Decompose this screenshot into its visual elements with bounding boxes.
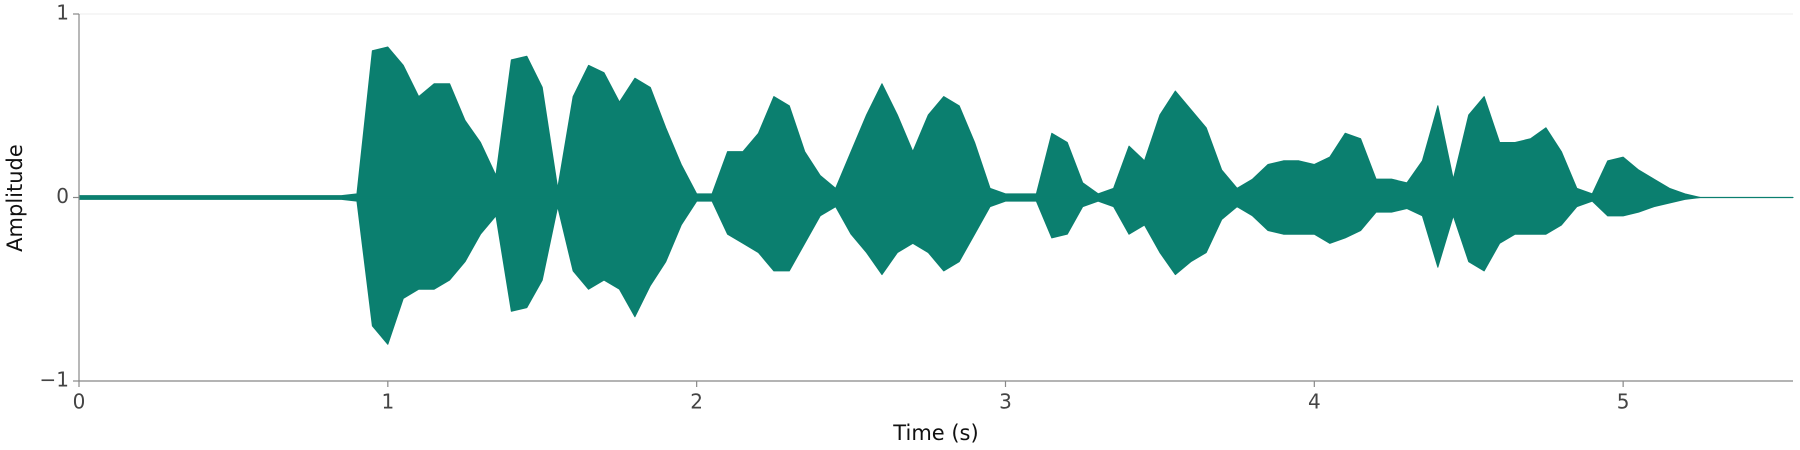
waveform-area <box>78 46 1794 198</box>
x-tick-label: 2 <box>690 390 703 414</box>
y-tick-label: 1 <box>56 1 69 25</box>
x-tick-label: 5 <box>1617 390 1630 414</box>
y-tick-label: −1 <box>40 368 69 392</box>
x-tick-label: 4 <box>1308 390 1321 414</box>
x-axis-label: Time (s) <box>892 421 978 445</box>
x-tick-label: 1 <box>381 390 394 414</box>
x-tick-label: 0 <box>73 390 86 414</box>
y-axis-label: Amplitude <box>3 144 27 252</box>
waveform-area <box>78 197 1794 345</box>
x-tick-label: 3 <box>999 390 1012 414</box>
y-tick-label: 0 <box>56 184 69 208</box>
